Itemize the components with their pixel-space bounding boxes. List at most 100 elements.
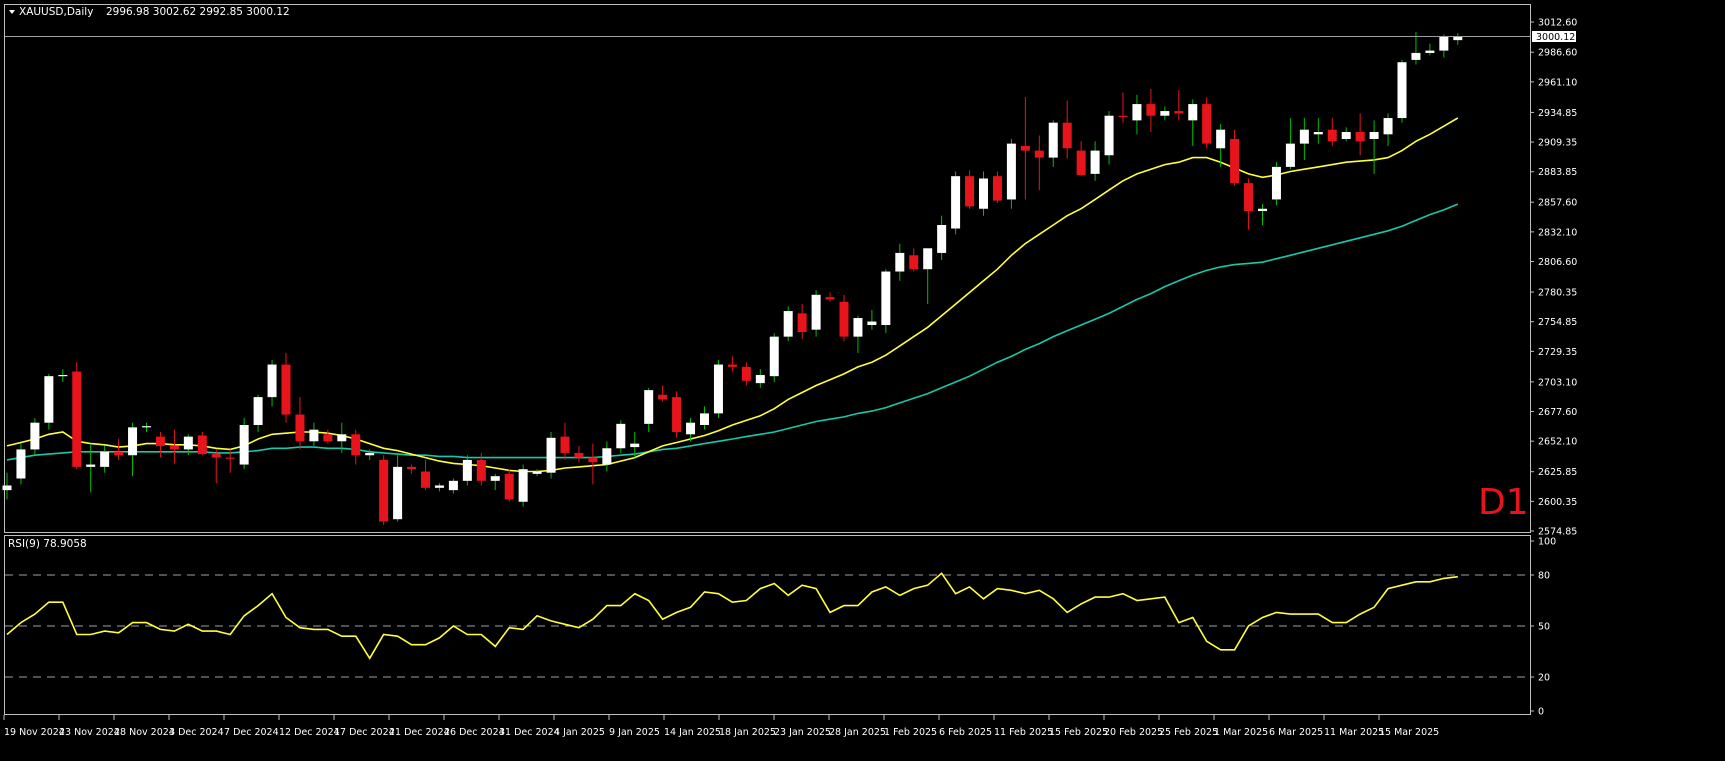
price-tick-label: 2832.10 (1538, 227, 1577, 238)
candle-body (128, 427, 138, 456)
candle-body (1230, 138, 1240, 184)
candle (602, 441, 612, 472)
candle (895, 243, 905, 281)
collapse-triangle-icon[interactable] (9, 10, 15, 14)
ma-slow-line (6, 203, 1459, 461)
candle-body (86, 464, 96, 467)
candle-body (769, 336, 779, 377)
candle-body (155, 436, 165, 446)
candle-body (1132, 104, 1142, 121)
date-tick-label: 1 Feb 2025 (884, 727, 937, 738)
candle-body (783, 311, 793, 337)
candle-body (951, 176, 961, 229)
candle (337, 422, 347, 453)
date-tick-label: 20 Feb 2025 (1104, 727, 1163, 738)
price-tick-label: 2729.35 (1538, 347, 1577, 358)
candle (574, 445, 584, 463)
candle-body (421, 471, 430, 488)
candle (490, 473, 500, 491)
candle (504, 469, 514, 502)
candle (1020, 97, 1030, 200)
candle (462, 455, 472, 486)
price-tick-label: 2986.60 (1538, 48, 1577, 59)
candle-body (169, 445, 179, 450)
candle-body (700, 413, 709, 426)
candle (839, 294, 849, 342)
candle (393, 455, 403, 522)
candle (1439, 34, 1449, 58)
candle-body (1174, 111, 1184, 114)
candle-body (1369, 131, 1379, 139)
candle (1425, 43, 1435, 56)
candle (1132, 94, 1142, 135)
price-tick-label: 2806.60 (1538, 257, 1577, 268)
candle-body (1090, 150, 1100, 174)
date-tick-label: 14 Jan 2025 (664, 727, 721, 738)
candle-body (337, 434, 347, 442)
candle-body (253, 397, 263, 426)
date-tick-label: 19 Nov 2024 (4, 727, 65, 738)
candle (2, 472, 12, 500)
candle-body (560, 436, 570, 453)
candle (211, 449, 221, 484)
price-tick-label: 2780.35 (1538, 288, 1577, 299)
candle (965, 170, 975, 209)
candle (560, 422, 570, 460)
candle (365, 449, 375, 460)
candle (825, 292, 835, 302)
candle (1034, 135, 1044, 191)
candle-body (16, 449, 26, 479)
candle (58, 369, 68, 382)
rsi-tick-label: 20 (1538, 673, 1550, 684)
candle (169, 429, 179, 464)
date-tick-label: 18 Jan 2025 (719, 727, 776, 738)
candle-body (1160, 111, 1170, 116)
price-tick-label: 2652.10 (1538, 437, 1577, 448)
candle-body (30, 422, 40, 450)
candle (951, 171, 961, 235)
date-tick-label: 4 Jan 2025 (554, 727, 605, 738)
candle (630, 431, 640, 458)
candle-body (644, 390, 654, 424)
candle (853, 315, 863, 353)
candle-body (1341, 131, 1351, 139)
candle-body (965, 176, 975, 207)
candle-body (686, 422, 696, 435)
candle-body (1313, 131, 1323, 135)
candle (1271, 162, 1281, 206)
candle-body (518, 469, 528, 502)
header-symbol: XAUUSD,Daily (19, 6, 93, 18)
candle-body (909, 255, 919, 270)
candle (476, 452, 486, 486)
candle-body (1104, 115, 1114, 156)
candle-body (211, 454, 221, 458)
date-tick-label: 11 Mar 2025 (1324, 727, 1384, 738)
candle-body (923, 248, 933, 270)
candle (434, 483, 444, 492)
price-tick-label: 2625.85 (1538, 467, 1577, 478)
date-tick-label: 15 Feb 2025 (1049, 727, 1108, 738)
candle-body (937, 225, 947, 253)
last-price-label: 3000.12 (1536, 32, 1575, 43)
candle (532, 469, 542, 477)
candle (909, 248, 919, 272)
candle (867, 309, 877, 330)
candle-body (1202, 104, 1212, 144)
candle-body (142, 426, 151, 428)
candle-body (72, 371, 82, 467)
candle-body (225, 457, 235, 459)
candle (86, 443, 96, 493)
date-tick-label: 25 Feb 2025 (1159, 727, 1218, 738)
rsi-line (6, 572, 1458, 660)
candle (267, 359, 277, 407)
candle-body (602, 448, 612, 465)
candle (1006, 138, 1016, 209)
price-tick-label: 3012.60 (1538, 18, 1577, 29)
candle (1174, 90, 1184, 121)
candle-body (490, 476, 500, 481)
candle (713, 359, 723, 419)
candle (1383, 113, 1393, 146)
